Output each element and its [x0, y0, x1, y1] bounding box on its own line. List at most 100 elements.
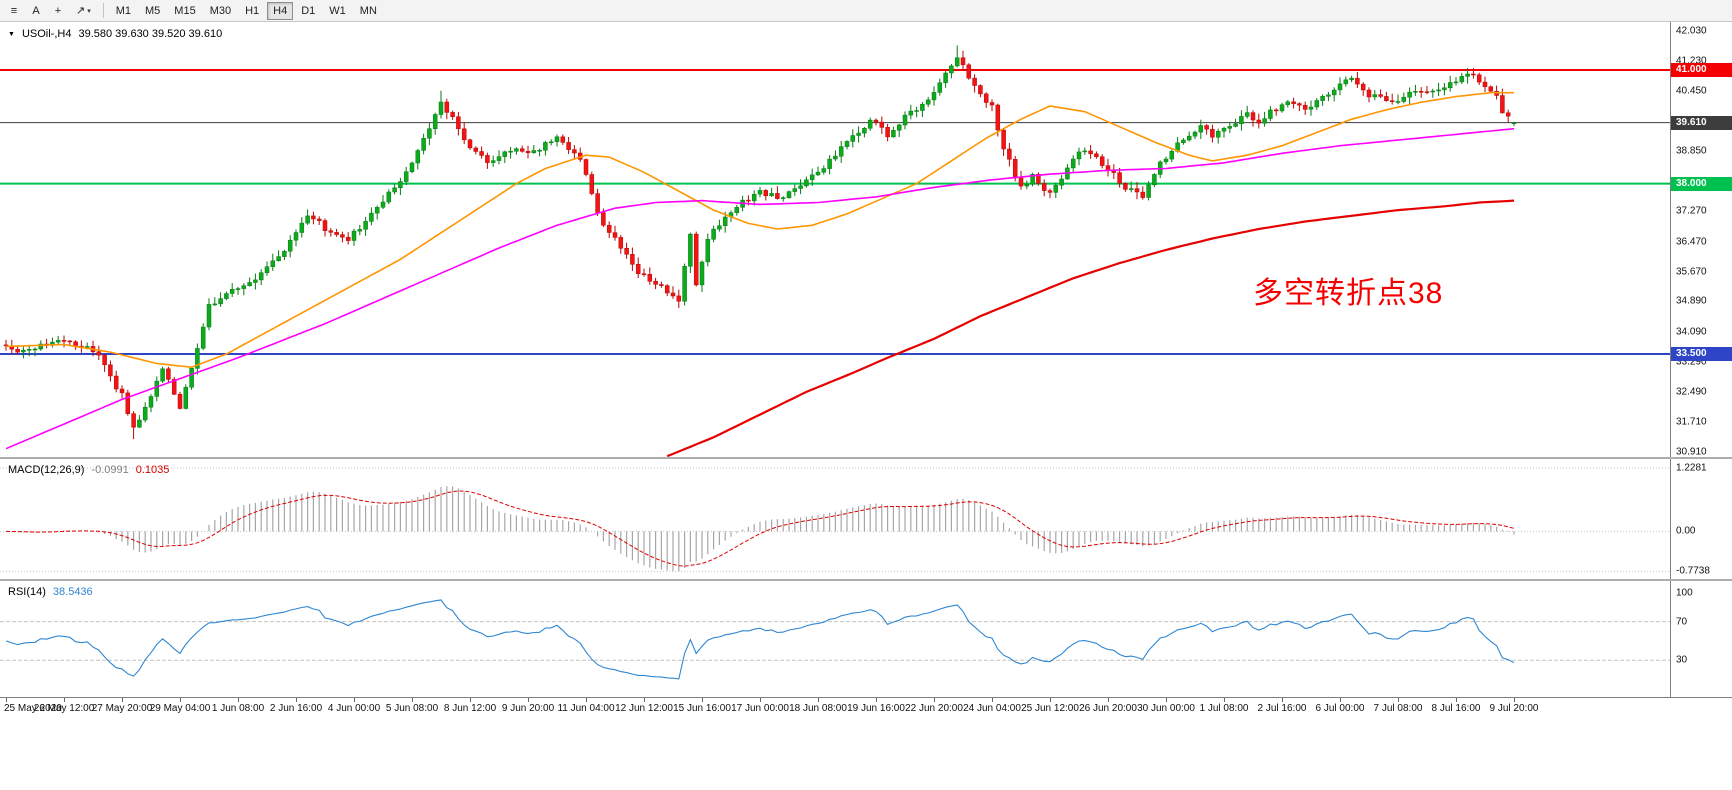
time-axis-label: 25 May 2020: [4, 703, 62, 714]
time-axis-label: 9 Jun 20:00: [501, 703, 555, 714]
panel-separator[interactable]: [0, 457, 1732, 459]
price-axis[interactable]: 42.030 41.230 40.450 38.850 37.270 36.470 35.6…: [1670, 22, 1732, 457]
timeframe-button-m30[interactable]: M30: [209, 4, 232, 17]
crosshair-tool-button[interactable]: +: [54, 4, 62, 17]
macd-axis[interactable]: 1.2281 0.00 -0.7738: [1670, 459, 1732, 579]
time-tick: [1050, 698, 1051, 702]
time-tick: [180, 698, 181, 702]
time-axis-label: 19 Jun 16:00: [847, 703, 905, 714]
timeframe-button-mn[interactable]: MN: [359, 4, 377, 17]
time-axis-label: 8 Jul 16:00: [1431, 703, 1481, 714]
main-chart-canvas[interactable]: [0, 22, 1670, 457]
price-tick-label: 42.030: [1676, 25, 1707, 37]
rsi-axis-label: 30: [1676, 654, 1688, 666]
time-axis-label: 22 Jun 20:00: [905, 703, 963, 714]
time-tick: [528, 698, 529, 702]
panel-separator[interactable]: [0, 579, 1732, 581]
time-axis-label: 8 Jun 12:00: [443, 703, 497, 714]
rsi-axis[interactable]: 100 70 30: [1670, 581, 1732, 697]
macd-name: MACD(12,26,9): [8, 464, 85, 476]
price-line-badge: 38.000: [1671, 176, 1732, 191]
macd-value-signal: 0.1035: [135, 464, 170, 476]
timeframe-button-m5[interactable]: M5: [145, 4, 161, 17]
rsi-name: RSI(14): [8, 586, 46, 598]
time-axis-label: 17 Jun 00:00: [731, 703, 789, 714]
time-tick: [1514, 698, 1515, 702]
ma-fast-orange-line: [5, 91, 1514, 369]
time-axis-label: 7 Jul 08:00: [1373, 703, 1423, 714]
ohlc-values: 39.580 39.630 39.520 39.610: [78, 28, 223, 40]
price-tick-label: 37.270: [1676, 205, 1707, 217]
time-tick: [412, 698, 413, 702]
timeframe-button-d1[interactable]: D1: [301, 4, 316, 17]
price-tick-label: 33.290: [1676, 356, 1707, 368]
timeframe-button-m15[interactable]: M15: [174, 4, 196, 17]
chart-list-icon[interactable]: ≡: [10, 4, 18, 17]
time-tick: [934, 698, 935, 702]
time-tick: [1224, 698, 1225, 702]
time-axis-label: 4 Jun 00:00: [327, 703, 381, 714]
price-tick-label: 31.710: [1676, 416, 1707, 428]
time-axis[interactable]: 25 May 2020 26 May 12:00 27 May 20:00 29 Ma…: [0, 697, 1732, 719]
rsi-canvas[interactable]: [0, 581, 1670, 697]
candles-group: [3, 45, 1517, 440]
price-tick-label: 34.090: [1676, 326, 1707, 338]
macd-axis-label: -0.7738: [1676, 565, 1710, 577]
time-axis-label: 9 Jul 20:00: [1489, 703, 1539, 714]
rsi-title: RSI(14) 38.5436: [8, 586, 93, 598]
time-tick: [1282, 698, 1283, 702]
time-tick: [1108, 698, 1109, 702]
macd-title: MACD(12,26,9) -0.0991 0.1035: [8, 464, 169, 476]
time-tick: [1166, 698, 1167, 702]
chevron-down-icon: ▾: [87, 7, 91, 15]
time-axis-label: 11 Jun 04:00: [557, 703, 615, 714]
time-tick: [6, 698, 7, 702]
rsi-panel: RSI(14) 38.5436 100 70 30: [0, 581, 1732, 697]
price-tick-label: 40.450: [1676, 85, 1707, 97]
time-axis-label: 30 Jun 00:00: [1137, 703, 1195, 714]
chart-annotation[interactable]: 多空转折点38: [1253, 277, 1444, 310]
rsi-axis-label: 100: [1676, 587, 1693, 599]
price-tick-label: 35.670: [1676, 266, 1707, 278]
ma-mid-magenta-line: [5, 127, 1515, 450]
timeframe-button-m1[interactable]: M1: [115, 4, 132, 17]
macd-signal-line: [5, 490, 1515, 567]
price-tick-label: 32.490: [1676, 386, 1707, 398]
arrows-tool-button[interactable]: ↗ ▾: [76, 5, 91, 17]
time-axis-label: 18 Jun 08:00: [789, 703, 847, 714]
ma-slow-red-line: [666, 199, 1515, 457]
symbol-period-label: USOil-,H4: [21, 28, 72, 40]
time-tick: [296, 698, 297, 702]
rsi-axis-label: 70: [1676, 616, 1688, 628]
price-line-badge: 41.000: [1671, 63, 1732, 77]
time-axis-label: 2 Jul 16:00: [1257, 703, 1307, 714]
macd-axis-label: 0.00: [1676, 525, 1696, 537]
timeframe-button-h4[interactable]: H4: [267, 1, 294, 20]
time-axis-label: 24 Jun 04:00: [963, 703, 1021, 714]
time-tick: [354, 698, 355, 702]
macd-canvas[interactable]: [0, 459, 1670, 579]
macd-axis-label: 1.2281: [1676, 462, 1707, 474]
price-line-badge: 33.500: [1671, 347, 1732, 361]
text-tool-button[interactable]: A: [32, 4, 40, 17]
time-axis-label: 29 May 04:00: [149, 703, 211, 714]
time-tick: [586, 698, 587, 702]
time-axis-label: 26 Jun 20:00: [1079, 703, 1137, 714]
macd-value-main: -0.0991: [91, 464, 129, 476]
price-tick-label: 36.470: [1676, 236, 1707, 247]
time-tick: [818, 698, 819, 702]
time-tick: [644, 698, 645, 702]
line-studies-toolbar: ≡ A + ↗ ▾: [4, 2, 97, 20]
timeframe-button-h1[interactable]: H1: [245, 4, 260, 17]
time-axis-label: 1 Jul 08:00: [1199, 703, 1249, 714]
collapse-triangle-icon[interactable]: ▼: [8, 30, 15, 38]
main-chart-panel: ▼ USOil-,H4 39.580 39.630 39.520 39.610 …: [0, 22, 1732, 457]
time-tick: [1456, 698, 1457, 702]
time-axis-label: 25 Jun 12:00: [1021, 703, 1079, 714]
price-tick-label: 30.910: [1676, 446, 1707, 457]
time-tick: [470, 698, 471, 702]
time-axis-label: 1 Jun 08:00: [211, 703, 265, 714]
timeframes-toolbar: M1 M5 M15 M30 H1 H4 D1 W1 MN: [110, 1, 383, 20]
timeframe-button-w1[interactable]: W1: [329, 4, 346, 17]
